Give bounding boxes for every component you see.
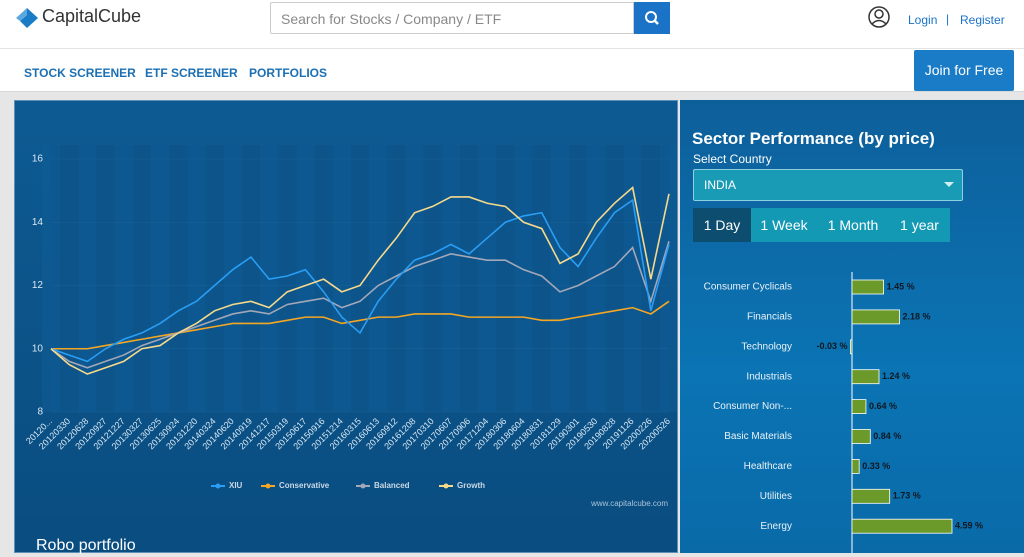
plot-band (114, 145, 133, 412)
value-label: 1.73 % (893, 491, 921, 501)
country-value: INDIA (704, 178, 737, 192)
bar (850, 339, 853, 355)
plot-band (623, 145, 642, 412)
nav-item[interactable]: STOCK SCREENER (24, 66, 136, 80)
user-icon[interactable] (867, 5, 891, 29)
logo[interactable]: CapitalCube (42, 6, 142, 26)
plot-band (332, 145, 351, 412)
y-tick-label: 8 (37, 407, 43, 418)
value-label: 0.84 % (873, 431, 901, 441)
portfolio-title: Robo portfolio (36, 537, 136, 554)
series-line (51, 300, 670, 350)
category-label: Financials (747, 312, 792, 323)
nav-bar: STOCK SCREENER ETF SCREENER PORTFOLIOS J… (0, 48, 1024, 92)
bar (851, 279, 884, 295)
sector-panel: Sector Performance (by price) Select Cou… (680, 100, 1024, 553)
value-label: -0.03 % (816, 341, 847, 351)
bar (851, 399, 867, 415)
legend-label: Conservative (279, 481, 330, 490)
bar (851, 458, 860, 474)
search-input[interactable]: Search for Stocks / Company / ETF (270, 2, 634, 34)
search-button[interactable] (634, 2, 670, 34)
y-tick-label: 12 (32, 280, 44, 291)
bar (851, 429, 871, 444)
plot-band (187, 145, 206, 412)
sector-title: Sector Performance (by price) (692, 129, 935, 148)
plot-band (550, 145, 570, 412)
y-tick-label: 16 (32, 154, 44, 165)
watermark: www.capitalcube.com (590, 499, 668, 508)
plot-area (51, 145, 669, 412)
legend-label: Growth (457, 481, 485, 490)
category-label: Healthcare (744, 461, 793, 472)
bar (851, 488, 891, 504)
bar (851, 369, 880, 385)
plot-band (78, 145, 97, 412)
value-label: 0.64 % (869, 401, 897, 411)
plot-band (514, 145, 533, 412)
legend-marker (443, 483, 449, 489)
series-line (50, 185, 670, 375)
legend-marker (215, 483, 221, 489)
line-chart: 81012141620120...20120330201206282012092… (24, 145, 679, 508)
tab[interactable]: 1 Day (693, 208, 751, 242)
value-label: 0.33 % (862, 461, 890, 471)
y-tick-label: 14 (32, 217, 44, 228)
login-link[interactable]: Login (908, 13, 938, 27)
header: CapitalCube Search for Stocks / Company … (0, 0, 1024, 48)
category-label: Consumer Cyclicals (704, 282, 792, 293)
plot-band (441, 145, 460, 412)
legend-marker (265, 483, 271, 489)
nav-item[interactable]: ETF SCREENER (145, 66, 238, 80)
plot-band (41, 145, 61, 412)
logo-icon (16, 8, 38, 28)
legend-marker (360, 483, 366, 489)
plot-band (587, 145, 606, 412)
plot-band (150, 145, 170, 412)
category-label: Consumer Non-... (713, 401, 792, 412)
series-line (50, 198, 670, 363)
join-button[interactable]: Join for Free (914, 50, 1014, 91)
y-tick-label: 10 (32, 343, 44, 354)
search-icon (645, 11, 659, 25)
plot-band (478, 145, 497, 412)
category-label: Energy (760, 521, 792, 532)
tab[interactable]: 1 Week (751, 208, 817, 242)
chart-panel: 8 10 12 14 16 20120... 20120330 20120628 2012092… (14, 100, 679, 554)
category-label: Technology (741, 341, 792, 352)
plot-band (405, 145, 424, 412)
register-link[interactable]: Register (960, 13, 1005, 27)
nav-item[interactable]: PORTFOLIOS (249, 66, 327, 80)
tab[interactable]: 1 Month (817, 208, 889, 242)
legend-label: XIU (229, 481, 243, 490)
plot-band (223, 145, 242, 412)
series-line (50, 240, 670, 369)
caret (944, 182, 954, 187)
plot-band (296, 145, 315, 412)
country-select[interactable]: INDIA (693, 169, 963, 201)
value-label: 1.45 % (887, 281, 915, 291)
bar (851, 309, 900, 325)
category-label: Industrials (746, 371, 792, 382)
value-label: 2.18 % (902, 311, 930, 321)
category-label: Utilities (760, 491, 792, 502)
value-label: 1.24 % (882, 371, 910, 381)
legend-label: Balanced (374, 481, 410, 490)
bar-chart: Consumer Cyclicals 1.45 % Financials 2.18 %… (704, 272, 983, 553)
bar (851, 518, 953, 534)
tab[interactable]: 1 year (889, 208, 950, 242)
select-label: Select Country (693, 152, 772, 166)
plot-band (659, 145, 679, 412)
category-label: Basic Materials (724, 431, 792, 442)
value-label: 4.59 % (955, 521, 983, 531)
separator: | (946, 12, 950, 26)
plot-band (369, 145, 388, 412)
